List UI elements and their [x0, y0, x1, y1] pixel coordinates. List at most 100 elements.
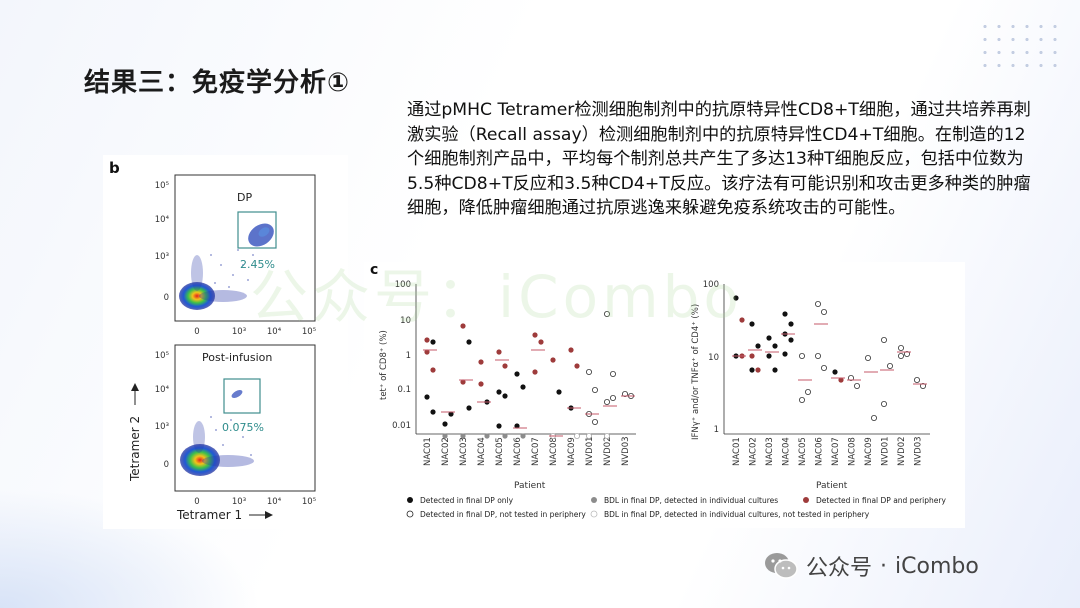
ylabel-arrowhead	[131, 383, 139, 391]
legend-label: BDL in final DP, detected in individual …	[604, 496, 778, 505]
top-gate-name: DP	[237, 191, 252, 204]
legend-label: Detected in final DP, not tested in peri…	[420, 510, 586, 519]
top-ytick-2: 10⁴	[155, 215, 170, 225]
left-ylabel: tet⁺ of CD8⁺ (%)	[379, 330, 389, 400]
data-point	[920, 383, 927, 390]
data-point	[466, 339, 472, 345]
bottom-ytick-3: 10³	[155, 422, 169, 432]
left-ytick-100: 100	[395, 280, 411, 290]
footer-brand: iCombo	[895, 553, 979, 579]
bottom-y-ticks: 10⁵ 10⁴ 10³ 0	[155, 351, 170, 470]
data-point	[838, 377, 844, 383]
data-point	[772, 343, 778, 349]
data-point	[460, 323, 466, 329]
data-point	[442, 433, 448, 439]
flow-cytometry-panel: b DP	[103, 155, 348, 529]
left-patient-label: NAC03	[459, 437, 469, 466]
data-point	[514, 371, 520, 377]
data-point	[424, 349, 430, 355]
data-point	[520, 433, 526, 439]
data-point	[832, 369, 838, 375]
right-patient-label: NAC07	[831, 437, 841, 466]
right-patient-label: NVD01	[881, 436, 891, 466]
data-point	[609, 394, 616, 401]
bottom-x-ticks: 0 10³ 10⁴ 10⁵	[194, 497, 316, 507]
left-ytick-10: 10	[400, 316, 411, 326]
decorative-dot-grid	[978, 20, 1064, 72]
legend-symbol-filled-black	[407, 497, 413, 503]
panel-b-label: b	[109, 159, 120, 177]
legend-symbol-filled-red	[803, 497, 809, 503]
bottom-xtick-1: 0	[194, 497, 199, 507]
data-point	[898, 353, 905, 360]
data-point	[749, 321, 755, 327]
description-text: 通过pMHC Tetramer检测细胞制剂中的抗原特异性CD8+T细胞，通过共培…	[407, 100, 1031, 218]
right-patient-label: NAC08	[848, 437, 858, 466]
data-point	[478, 381, 484, 387]
data-point	[424, 394, 430, 400]
footer-separator: ·	[880, 553, 888, 579]
left-patient-label: NVD03	[621, 436, 631, 466]
left-patient-label: NAC01	[423, 437, 433, 466]
data-point	[430, 409, 436, 415]
data-point	[556, 389, 562, 395]
bottom-gate-percent: 0.075%	[222, 421, 264, 434]
left-patient-label: NAC07	[531, 437, 541, 466]
data-point	[804, 389, 811, 396]
data-point	[814, 301, 821, 308]
right-patient-label: NAC03	[765, 437, 775, 466]
data-point	[881, 400, 888, 407]
left-patient-label: NVD01	[585, 436, 595, 466]
data-point	[755, 367, 761, 373]
data-point	[460, 379, 466, 385]
data-point	[532, 332, 538, 338]
data-point	[749, 353, 755, 359]
top-plot-frame	[174, 174, 316, 322]
data-point	[904, 351, 911, 358]
right-patient-label: NAC09	[864, 437, 874, 466]
data-point	[881, 337, 888, 344]
left-patient-label: NAC02	[441, 437, 451, 466]
data-point	[573, 432, 580, 439]
data-point	[733, 295, 739, 301]
data-point	[870, 414, 877, 421]
data-point	[520, 384, 526, 390]
right-xlabel: Patient	[816, 481, 848, 491]
data-point	[478, 359, 484, 365]
data-point	[448, 411, 454, 417]
data-point	[887, 363, 894, 370]
data-point	[568, 347, 574, 353]
top-xtick-1: 0	[194, 327, 199, 337]
data-point	[484, 433, 490, 439]
left-y-ticks: 100 10 1 0.1 0.01	[392, 280, 411, 431]
flow-cytometry-figure: DP 2.45% Post-infusion 0.075% 10⁵ 10⁴ 10…	[128, 174, 316, 522]
legend-symbol-open-grey	[590, 510, 598, 518]
left-patient-label: NAC04	[477, 437, 487, 466]
data-point	[502, 363, 508, 369]
data-point	[502, 393, 508, 399]
top-xtick-4: 10⁵	[302, 327, 316, 337]
right-patient-label: NAC04	[782, 437, 792, 466]
top-x-ticks: 0 10³ 10⁴ 10⁵	[194, 327, 316, 337]
data-point	[550, 357, 556, 363]
data-point	[466, 405, 472, 411]
left-patient-label: NAC05	[495, 437, 505, 466]
right-patient-label: NAC05	[798, 437, 808, 466]
data-point	[496, 389, 502, 395]
top-gate	[237, 211, 277, 249]
right-patient-labels: NAC01 NAC02 NAC03 NAC04 NAC05 NAC06 NAC0…	[732, 436, 924, 466]
legend-symbol-open-black	[406, 510, 414, 518]
data-point	[820, 309, 827, 316]
left-ytick-0.1: 0.1	[397, 385, 411, 395]
right-patient-label: NAC06	[815, 437, 825, 466]
data-point	[502, 433, 508, 439]
bottom-plot-frame	[174, 344, 316, 492]
data-point	[574, 363, 580, 369]
data-point	[591, 387, 598, 394]
data-point	[496, 349, 502, 355]
data-point	[621, 390, 628, 397]
data-point	[538, 339, 544, 345]
data-point	[847, 375, 854, 382]
left-xlabel: Patient	[514, 481, 546, 491]
patient-response-panel: c 100 10 1 0.1 0.01 tet⁺ of CD8⁺ (%) 100…	[364, 262, 965, 528]
